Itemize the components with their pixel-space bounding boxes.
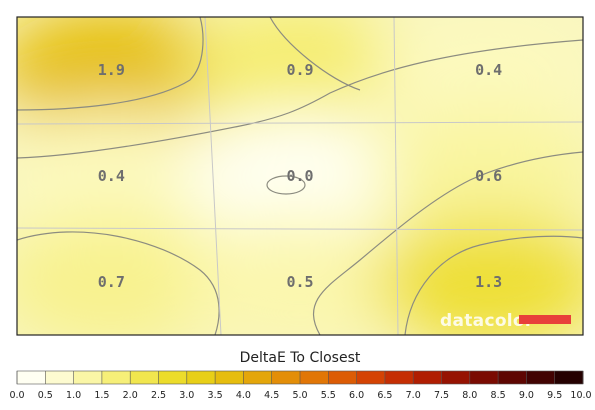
contour-center-ring: [266, 175, 306, 195]
scale-tick-label: 3.0: [179, 390, 194, 401]
scale-swatch: [328, 371, 358, 384]
scale-swatch: [45, 371, 75, 384]
contour-bottom-center: [313, 151, 583, 335]
scale-swatch: [101, 371, 131, 384]
contour-top-left-outer: [17, 39, 583, 159]
scale-swatch: [215, 371, 244, 384]
scale-title: DeltaE To Closest: [240, 350, 361, 366]
scale-tick-label: 8.5: [491, 390, 506, 401]
scale-swatch: [271, 371, 301, 384]
scale-swatch: [186, 371, 216, 384]
cell-value-label: 0.4: [475, 61, 502, 79]
scale-swatch: [243, 371, 273, 384]
cell-value-label: 0.9: [286, 61, 313, 79]
heatmap-cell-r0-c1: [183, 17, 417, 136]
grid-line-vertical-2: [393, 16, 399, 336]
watermark-bar: [519, 315, 571, 324]
scale-tick-label: 2.0: [123, 390, 138, 401]
scale-swatch: [356, 371, 386, 384]
scale-tick-label: 4.0: [236, 390, 251, 401]
scale-ticks: 0.0 0.5 1.0 1.5 2.0 2.5 3.0 3.5 4.0 4.5 5.0 5.5 6.0 6…: [9, 371, 592, 401]
datacolor-watermark: datacolor: [440, 311, 571, 331]
scale-swatch: [554, 371, 584, 384]
cell-value-label: 1.3: [475, 273, 502, 291]
watermark-text: datacolor: [440, 311, 534, 331]
grid-line-horizontal-2: [16, 227, 584, 231]
scale-swatch: [384, 371, 414, 384]
scale-tick-label: 3.5: [208, 390, 223, 401]
grid-line-vertical-1: [204, 16, 222, 336]
heatmap-cell-r0-c0: [17, 17, 229, 136]
scale-tick-label: 5.5: [321, 390, 336, 401]
scale-tick-label: 1.0: [66, 390, 81, 401]
heatmap-cell-r2-c1: [183, 216, 417, 335]
cell-value-label: 0.4: [98, 167, 125, 185]
scale-swatch: [158, 371, 188, 384]
scale-tick-label: 5.0: [292, 390, 307, 401]
scale-swatch: [441, 371, 471, 384]
scale-swatch: [130, 371, 159, 384]
heatmap-cell-r2-c2: [371, 216, 583, 335]
scale-tick-label: 1.5: [94, 390, 109, 401]
scale-tick-label: 0.5: [38, 390, 53, 401]
scale-tick-label: 9.5: [547, 390, 562, 401]
heatmap-cell-r1-c1: [183, 110, 417, 242]
contour-bottom-right: [404, 235, 583, 335]
scale-tick-label: 8.0: [462, 390, 477, 401]
grid-line-horizontal-1: [16, 121, 584, 125]
cell-value-label: 0.7: [98, 273, 125, 291]
scale-tick-label: 7.0: [406, 390, 421, 401]
cell-value-label: 0.6: [475, 167, 502, 185]
scale-swatch: [73, 371, 103, 384]
scale-swatches: [17, 371, 584, 384]
contour-top-left: [17, 17, 204, 111]
scale-tick-label: 9.0: [519, 390, 534, 401]
grid-lines: [16, 16, 584, 336]
plot-border: [16, 16, 584, 336]
scale-tick-label: 6.0: [349, 390, 364, 401]
cell-value-label: 0.0: [286, 167, 313, 185]
color-scale-legend: DeltaE To Closest 0.0 0.5 1.0 1.5 2.0 2.5 3.0 3…: [9, 350, 591, 401]
contour-top-center: [269, 17, 361, 91]
heatmap-area: 1.9 0.9 0.4 0.4 0.0 0.6 0.7 0.5 1.3 datacolor: [16, 16, 584, 336]
cell-value-labels: 1.9 0.9 0.4 0.4 0.0 0.6 0.7 0.5 1.3: [98, 61, 502, 291]
heatmap-cell-r1-c0: [17, 110, 229, 242]
scale-tick-label: 2.5: [151, 390, 166, 401]
scale-swatch: [469, 371, 499, 384]
scale-tick-label: 4.5: [264, 390, 279, 401]
scale-tick-label: 0.0: [9, 390, 24, 401]
scale-swatch: [17, 371, 46, 384]
heatmap-cell-r2-c0: [17, 216, 229, 335]
heatmap-cell-r0-c2: [371, 17, 583, 136]
cell-value-label: 1.9: [98, 61, 125, 79]
scale-tick-label: 7.5: [434, 390, 449, 401]
scale-swatch: [526, 371, 556, 384]
scale-swatch: [413, 371, 442, 384]
contour-bottom-left: [17, 231, 220, 335]
scale-tick-label: 10.0: [570, 390, 591, 401]
contour-lines: [17, 17, 583, 335]
scale-tick-label: 6.5: [377, 390, 392, 401]
scale-swatch: [498, 371, 527, 384]
cell-value-label: 0.5: [286, 273, 313, 291]
scale-swatch: [300, 371, 329, 384]
